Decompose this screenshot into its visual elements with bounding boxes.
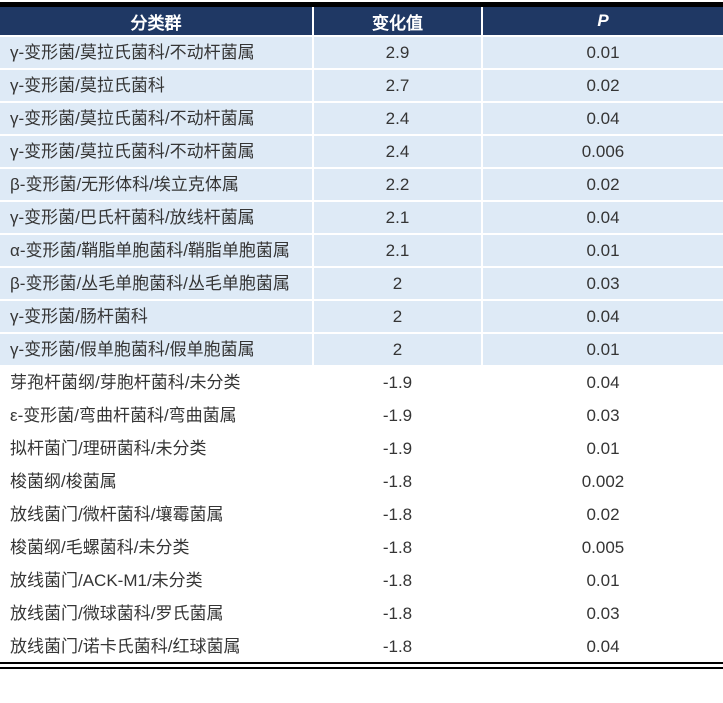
table-row: 放线菌门/ACK-M1/未分类 -1.8 0.01 [0, 563, 723, 597]
change-value-cell: -1.9 [312, 365, 482, 399]
taxon-cell: 放线菌门/诺卡氏菌科/红球菌属 [0, 629, 313, 662]
taxon-cell: γ-变形菌/莫拉氏菌科 [0, 68, 313, 102]
p-value-cell: 0.03 [481, 398, 723, 432]
table-row: β-变形菌/无形体科/埃立克体属 2.2 0.02 [0, 167, 723, 201]
change-value-cell: -1.8 [312, 464, 482, 498]
taxon-cell: 放线菌门/微杆菌科/壤霉菌属 [0, 497, 313, 531]
header-p-value: P [481, 7, 723, 36]
change-value-cell: -1.8 [312, 596, 482, 630]
header-change-value: 变化值 [312, 7, 482, 36]
taxon-cell: 芽孢杆菌纲/芽胞杆菌科/未分类 [0, 365, 313, 399]
change-value-cell: -1.8 [312, 497, 482, 531]
change-value-cell: 2.2 [312, 167, 482, 201]
table-row: γ-变形菌/莫拉氏菌科 2.7 0.02 [0, 68, 723, 102]
taxon-cell: γ-变形菌/巴氏杆菌科/放线杆菌属 [0, 200, 313, 234]
table-row: α-变形菌/鞘脂单胞菌科/鞘脂单胞菌属 2.1 0.01 [0, 233, 723, 267]
p-value-cell: 0.03 [481, 596, 723, 630]
p-value-cell: 0.03 [481, 266, 723, 300]
table-row: γ-变形菌/肠杆菌科 2 0.04 [0, 299, 723, 333]
taxon-cell: 放线菌门/ACK-M1/未分类 [0, 563, 313, 597]
table-row: γ-变形菌/假单胞菌科/假单胞菌属 2 0.01 [0, 332, 723, 366]
table-body: γ-变形菌/莫拉氏菌科/不动杆菌属 2.9 0.01 γ-变形菌/莫拉氏菌科 2.7 0.… [0, 35, 723, 662]
table-row: β-变形菌/丛毛单胞菌科/丛毛单胞菌属 2 0.03 [0, 266, 723, 300]
table-row: ε-变形菌/弯曲杆菌科/弯曲菌属 -1.9 0.03 [0, 398, 723, 432]
header-row: 分类群 变化值 P [0, 7, 723, 36]
p-value-cell: 0.002 [481, 464, 723, 498]
change-value-cell: 2.7 [312, 68, 482, 102]
table-row: 梭菌纲/梭菌属 -1.8 0.002 [0, 464, 723, 498]
change-value-cell: -1.9 [312, 398, 482, 432]
change-value-cell: 2 [312, 332, 482, 366]
change-value-cell: -1.8 [312, 530, 482, 564]
p-value-cell: 0.01 [481, 563, 723, 597]
change-value-cell: 2.1 [312, 233, 482, 267]
taxon-cell: γ-变形菌/假单胞菌科/假单胞菌属 [0, 332, 313, 366]
p-value-cell: 0.02 [481, 497, 723, 531]
taxon-cell: β-变形菌/丛毛单胞菌科/丛毛单胞菌属 [0, 266, 313, 300]
taxon-cell: 放线菌门/微球菌科/罗氏菌属 [0, 596, 313, 630]
taxon-cell: 梭菌纲/毛螺菌科/未分类 [0, 530, 313, 564]
table-row: 拟杆菌门/理研菌科/未分类 -1.9 0.01 [0, 431, 723, 465]
taxon-cell: β-变形菌/无形体科/埃立克体属 [0, 167, 313, 201]
p-value-cell: 0.02 [481, 167, 723, 201]
taxon-cell: 拟杆菌门/理研菌科/未分类 [0, 431, 313, 465]
p-value-cell: 0.01 [481, 233, 723, 267]
change-value-cell: 2.4 [312, 101, 482, 135]
change-value-cell: 2.4 [312, 134, 482, 168]
change-value-cell: -1.8 [312, 629, 482, 662]
header-taxon-group: 分类群 [0, 7, 313, 36]
table-header: 分类群 变化值 P [0, 7, 723, 36]
taxa-change-table-page: 分类群 变化值 P γ-变形菌/莫拉氏菌科/不动杆菌属 2.9 0.01 γ-变形菌/… [0, 0, 723, 669]
taxon-cell: γ-变形菌/莫拉氏菌科/不动杆菌属 [0, 101, 313, 135]
p-value-cell: 0.04 [481, 299, 723, 333]
taxon-cell: ε-变形菌/弯曲杆菌科/弯曲菌属 [0, 398, 313, 432]
p-value-cell: 0.01 [481, 431, 723, 465]
change-value-cell: -1.8 [312, 563, 482, 597]
p-value-cell: 0.04 [481, 365, 723, 399]
taxon-cell: γ-变形菌/肠杆菌科 [0, 299, 313, 333]
table-top-rule [0, 2, 723, 7]
table-row: γ-变形菌/莫拉氏菌科/不动杆菌属 2.4 0.04 [0, 101, 723, 135]
p-value-cell: 0.01 [481, 35, 723, 69]
change-value-cell: 2 [312, 266, 482, 300]
taxa-change-table: 分类群 变化值 P γ-变形菌/莫拉氏菌科/不动杆菌属 2.9 0.01 γ-变形菌/… [0, 7, 723, 662]
taxon-cell: γ-变形菌/莫拉氏菌科/不动杆菌属 [0, 35, 313, 69]
p-value-cell: 0.006 [481, 134, 723, 168]
change-value-cell: 2.1 [312, 200, 482, 234]
change-value-cell: 2.9 [312, 35, 482, 69]
table-row: γ-变形菌/莫拉氏菌科/不动杆菌属 2.4 0.006 [0, 134, 723, 168]
change-value-cell: 2 [312, 299, 482, 333]
p-value-cell: 0.005 [481, 530, 723, 564]
table-row: 放线菌门/诺卡氏菌科/红球菌属 -1.8 0.04 [0, 629, 723, 662]
p-value-cell: 0.02 [481, 68, 723, 102]
taxon-cell: 梭菌纲/梭菌属 [0, 464, 313, 498]
p-value-cell: 0.04 [481, 629, 723, 662]
change-value-cell: -1.9 [312, 431, 482, 465]
table-row: γ-变形菌/莫拉氏菌科/不动杆菌属 2.9 0.01 [0, 35, 723, 69]
p-value-cell: 0.04 [481, 200, 723, 234]
p-value-cell: 0.01 [481, 332, 723, 366]
table-bottom-rule [0, 662, 723, 669]
table-row: 梭菌纲/毛螺菌科/未分类 -1.8 0.005 [0, 530, 723, 564]
taxon-cell: γ-变形菌/莫拉氏菌科/不动杆菌属 [0, 134, 313, 168]
taxon-cell: α-变形菌/鞘脂单胞菌科/鞘脂单胞菌属 [0, 233, 313, 267]
table-row: 放线菌门/微球菌科/罗氏菌属 -1.8 0.03 [0, 596, 723, 630]
p-value-cell: 0.04 [481, 101, 723, 135]
table-row: 放线菌门/微杆菌科/壤霉菌属 -1.8 0.02 [0, 497, 723, 531]
table-row: 芽孢杆菌纲/芽胞杆菌科/未分类 -1.9 0.04 [0, 365, 723, 399]
table-row: γ-变形菌/巴氏杆菌科/放线杆菌属 2.1 0.04 [0, 200, 723, 234]
